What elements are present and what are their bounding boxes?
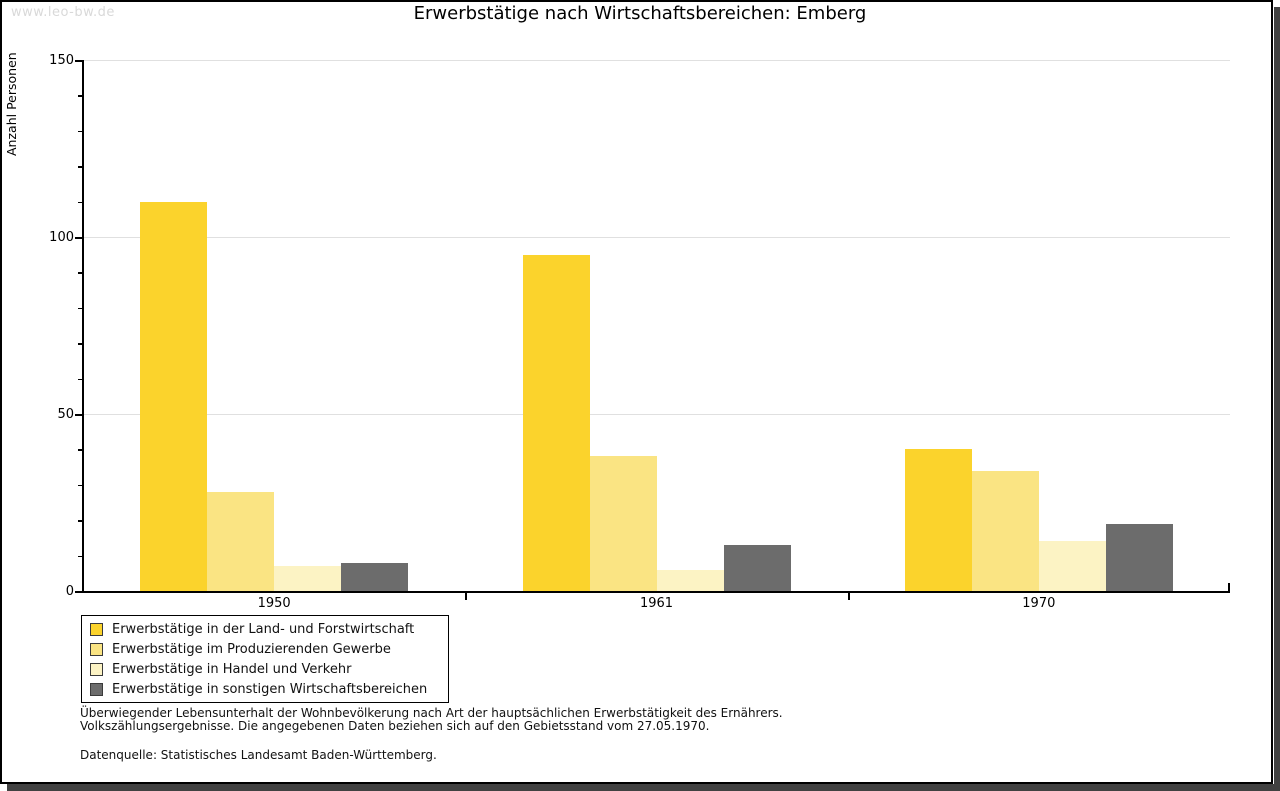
y-tick-label-0: 0	[65, 584, 74, 599]
legend-swatch-icon	[90, 662, 103, 676]
gridline-100	[83, 237, 1230, 238]
y-minor-tick	[78, 95, 83, 97]
bar-1950-series1	[140, 201, 208, 591]
footnote-line-1: Überwiegender Lebensunterhalt der Wohnbe…	[80, 706, 783, 720]
legend-swatch-icon	[90, 642, 103, 656]
y-minor-tick	[78, 343, 83, 345]
y-axis-title: Anzahl Personen	[4, 52, 19, 156]
y-major-tick-100	[75, 237, 83, 239]
bar-1950-series3	[274, 566, 342, 591]
legend-label: Erwerbstätige im Produzierenden Gewerbe	[112, 641, 391, 657]
legend-item: Erwerbstätige in Handel und Verkehr	[90, 661, 440, 677]
legend-box: Erwerbstätige in der Land- und Forstwirt…	[81, 615, 449, 703]
footnote-line-2: Volkszählungsergebnisse. Die angegebenen…	[80, 719, 710, 733]
y-minor-tick	[78, 272, 83, 274]
y-minor-tick	[78, 449, 83, 451]
bar-1970-series1	[904, 449, 972, 591]
y-tick-label-150: 150	[49, 53, 74, 68]
gridline-50	[83, 414, 1230, 415]
bar-1961-series2	[589, 456, 657, 591]
legend-item: Erwerbstätige in der Land- und Forstwirt…	[90, 621, 440, 637]
y-minor-tick	[78, 166, 83, 168]
y-minor-tick	[78, 378, 83, 381]
y-tick-label-100: 100	[49, 230, 74, 245]
site-watermark: www.leo-bw.de	[11, 5, 115, 20]
y-major-tick-50	[75, 414, 83, 416]
y-tick-label-50: 50	[57, 407, 74, 422]
x-tick-label-1970: 1970	[1022, 596, 1056, 611]
x-boundary-tick	[465, 593, 468, 600]
legend-label: Erwerbstätige in Handel und Verkehr	[112, 661, 352, 677]
y-minor-tick	[78, 130, 83, 133]
y-major-tick-0	[75, 591, 83, 593]
x-boundary-tick	[847, 593, 850, 600]
bar-1961-series3	[656, 569, 724, 591]
legend-swatch-icon	[90, 622, 103, 636]
bar-1970-series2	[971, 470, 1039, 591]
legend-item: Erwerbstätige in sonstigen Wirtschaftsbe…	[90, 681, 440, 697]
data-source-note: Datenquelle: Statistisches Landesamt Bad…	[80, 748, 437, 762]
x-tick-label-1961: 1961	[639, 596, 674, 611]
bar-1950-series2	[207, 491, 275, 591]
y-minor-tick	[78, 307, 83, 310]
x-axis-line	[82, 591, 1230, 593]
bar-1961-series4	[723, 544, 791, 591]
page-shadow-bottom	[7, 784, 1280, 791]
gridline-150	[83, 60, 1230, 61]
y-major-tick-150	[75, 60, 83, 62]
y-minor-tick	[78, 555, 83, 558]
legend-label: Erwerbstätige in sonstigen Wirtschaftsbe…	[112, 681, 428, 697]
y-minor-tick	[78, 484, 83, 487]
page-shadow-right	[1274, 7, 1280, 791]
legend-label: Erwerbstätige in der Land- und Forstwirt…	[112, 621, 415, 637]
chart-title: Erwerbstätige nach Wirtschaftsbereichen:…	[413, 3, 867, 24]
legend-swatch-icon	[90, 682, 103, 696]
bar-1961-series1	[522, 254, 590, 591]
bar-1970-series4	[1105, 523, 1173, 591]
bar-1950-series4	[341, 562, 409, 591]
y-minor-tick	[78, 520, 83, 522]
bar-1970-series3	[1038, 541, 1106, 591]
x-axis-end-tick	[1228, 583, 1230, 591]
legend-item: Erwerbstätige im Produzierenden Gewerbe	[90, 641, 440, 657]
x-tick-label-1950: 1950	[257, 596, 291, 611]
y-minor-tick	[78, 201, 83, 204]
y-axis-line	[82, 60, 84, 593]
